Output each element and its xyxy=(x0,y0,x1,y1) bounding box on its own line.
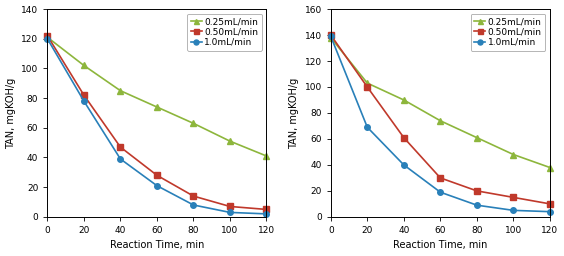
0.25mL/min xyxy=(81,64,87,67)
X-axis label: Reaction Time, min: Reaction Time, min xyxy=(110,240,204,250)
1.0mL/min xyxy=(510,209,517,212)
0.50mL/min xyxy=(473,189,480,193)
Line: 0.50mL/min: 0.50mL/min xyxy=(328,32,553,207)
1.0mL/min xyxy=(81,100,87,103)
1.0mL/min xyxy=(227,211,233,214)
1.0mL/min xyxy=(263,212,270,216)
0.50mL/min xyxy=(510,196,517,199)
0.25mL/min xyxy=(364,82,371,85)
0.50mL/min xyxy=(81,94,87,97)
0.50mL/min xyxy=(227,205,233,208)
0.50mL/min xyxy=(327,34,334,37)
0.50mL/min xyxy=(400,136,407,139)
0.25mL/min xyxy=(227,140,233,143)
1.0mL/min xyxy=(153,184,160,187)
1.0mL/min xyxy=(117,157,124,161)
0.25mL/min xyxy=(190,122,197,125)
0.50mL/min xyxy=(44,34,51,37)
0.25mL/min xyxy=(473,136,480,139)
0.25mL/min xyxy=(117,89,124,92)
1.0mL/min xyxy=(547,210,553,213)
1.0mL/min xyxy=(473,204,480,207)
1.0mL/min xyxy=(400,163,407,166)
0.25mL/min xyxy=(327,36,334,39)
0.50mL/min xyxy=(117,146,124,149)
Legend: 0.25mL/min, 0.50mL/min, 1.0mL/min: 0.25mL/min, 0.50mL/min, 1.0mL/min xyxy=(187,14,262,50)
0.25mL/min xyxy=(44,36,51,39)
0.25mL/min xyxy=(263,154,270,157)
0.50mL/min xyxy=(153,174,160,177)
1.0mL/min xyxy=(190,204,197,207)
Y-axis label: TAN, mgKOH/g: TAN, mgKOH/g xyxy=(289,77,299,148)
0.25mL/min xyxy=(437,119,444,122)
0.25mL/min xyxy=(510,153,517,156)
1.0mL/min xyxy=(437,191,444,194)
0.25mL/min xyxy=(400,99,407,102)
Legend: 0.25mL/min, 0.50mL/min, 1.0mL/min: 0.25mL/min, 0.50mL/min, 1.0mL/min xyxy=(470,14,545,50)
1.0mL/min xyxy=(364,126,371,129)
1.0mL/min xyxy=(44,37,51,40)
Line: 0.25mL/min: 0.25mL/min xyxy=(45,35,269,159)
Y-axis label: TAN, mgKOH/g: TAN, mgKOH/g xyxy=(6,77,16,148)
Line: 1.0mL/min: 1.0mL/min xyxy=(45,36,269,217)
1.0mL/min xyxy=(327,35,334,38)
0.50mL/min xyxy=(364,86,371,89)
Line: 1.0mL/min: 1.0mL/min xyxy=(328,34,553,215)
X-axis label: Reaction Time, min: Reaction Time, min xyxy=(393,240,487,250)
0.25mL/min xyxy=(547,166,553,169)
0.50mL/min xyxy=(263,208,270,211)
0.50mL/min xyxy=(437,176,444,179)
Line: 0.25mL/min: 0.25mL/min xyxy=(328,35,553,170)
0.25mL/min xyxy=(153,105,160,109)
0.50mL/min xyxy=(190,195,197,198)
0.50mL/min xyxy=(547,202,553,205)
Line: 0.50mL/min: 0.50mL/min xyxy=(45,33,269,212)
